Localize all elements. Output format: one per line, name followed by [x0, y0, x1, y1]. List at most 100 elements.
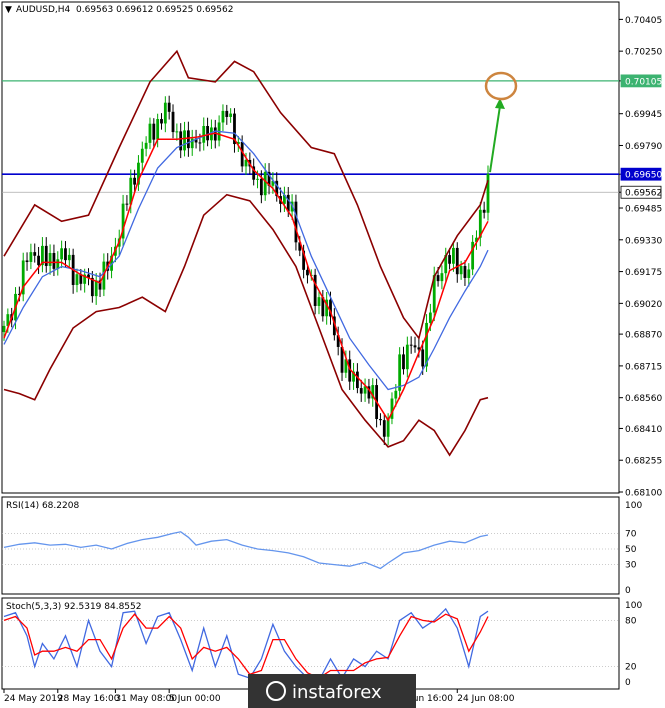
y-tick-label: 0.69485 [625, 205, 662, 215]
symbol-label: AUDUSD,H4 [16, 5, 71, 15]
candle [37, 246, 40, 274]
candle [190, 129, 194, 156]
candle [444, 247, 448, 282]
x-tick-label: 24 Jun 08:00 [457, 694, 514, 704]
rsi-plot [2, 531, 619, 570]
svg-text:instaforex: instaforex [292, 682, 382, 703]
candle [160, 113, 163, 130]
candle [471, 235, 475, 276]
candle [325, 292, 329, 325]
candle [267, 163, 271, 195]
candle [448, 248, 451, 270]
y-tick-label: 0.70405 [625, 16, 662, 26]
candle [259, 170, 263, 204]
candle [379, 413, 382, 426]
chart-dropdown-icon[interactable]: ▼ [5, 5, 12, 15]
candle [306, 264, 309, 284]
candle [463, 260, 467, 286]
candle [413, 336, 417, 353]
x-tick-label: 28 May 16:00 [58, 694, 120, 704]
forecast-arrowhead [495, 98, 505, 109]
candle [467, 263, 471, 287]
candle [140, 141, 144, 172]
candle [56, 251, 60, 276]
price-tag-support [620, 167, 662, 181]
rsi-tick-label: 50 [625, 545, 637, 555]
candle [486, 165, 490, 221]
stoch-signal-line [3, 613, 489, 679]
candle [137, 155, 140, 191]
candle [148, 117, 152, 150]
candle [21, 252, 25, 302]
candle [48, 244, 52, 275]
candle [398, 347, 402, 400]
price-tag-current [620, 185, 662, 199]
y-tick-label: 0.69175 [625, 268, 662, 278]
candle [64, 241, 67, 268]
rsi-tick-label: 100 [625, 501, 642, 511]
candle [382, 414, 386, 446]
candle [41, 237, 44, 273]
stoch-tick-label: 0 [625, 678, 631, 688]
candle [221, 104, 225, 132]
ma-fast-line [3, 132, 489, 422]
axes: 0.70405 0.70250 0.70105 0.69945 0.69790 0.696… [3, 16, 662, 704]
candle [352, 362, 355, 390]
y-tick-label: 0.68715 [625, 362, 662, 372]
candle [186, 121, 190, 157]
candle [252, 158, 256, 186]
candle [156, 113, 160, 148]
candle [405, 336, 409, 378]
candle [110, 247, 113, 279]
main-panel-frame [1, 1, 620, 494]
candle [402, 346, 405, 375]
candle [175, 123, 179, 141]
candle [152, 118, 156, 149]
candle [271, 172, 275, 194]
rsi-tick-label: 70 [625, 529, 637, 539]
rsi-panel-frame [1, 496, 620, 595]
y-tick-label: 0.68255 [625, 457, 662, 467]
candle [440, 265, 444, 290]
candle [90, 271, 94, 303]
candle [321, 290, 325, 322]
stoch-main-line [3, 607, 489, 682]
candle [363, 378, 367, 402]
target-circle [484, 71, 518, 101]
rsi-tick-label: 30 [625, 561, 637, 571]
y-tick-label: 0.69020 [625, 300, 662, 310]
candle [44, 237, 48, 273]
candle [313, 268, 317, 315]
candle [229, 108, 233, 123]
y-tick-label: 0.70250 [625, 48, 662, 58]
candle [163, 96, 167, 133]
candle [455, 242, 459, 283]
y-tick-label: 0.68560 [625, 394, 662, 404]
instaforex-watermark: instaforex [248, 674, 416, 708]
candle [336, 326, 340, 356]
candle [482, 201, 486, 219]
candle [478, 202, 482, 247]
y-tick-label: 0.69330 [625, 236, 662, 246]
stoch-tick-label: 20 [625, 663, 637, 673]
candle [83, 268, 87, 293]
forecast-arrow [489, 105, 501, 173]
candle [133, 169, 137, 193]
candle [213, 119, 217, 149]
candle [121, 194, 125, 246]
candle [79, 268, 83, 291]
price-tag-label: 0.69650 [625, 171, 662, 181]
price-tag-label: 0.69562 [625, 189, 662, 199]
x-tick-label: 5 Jun 00:00 [169, 694, 221, 704]
y-tick-label: 0.69945 [625, 110, 662, 120]
candle [371, 378, 375, 407]
stoch-plot [2, 607, 619, 682]
candle [317, 290, 321, 315]
stoch-header: Stoch(5,3,3) 92.5319 84.8552 [6, 602, 141, 612]
candle [87, 268, 90, 286]
y-tick-label: 0.68100 [625, 489, 662, 499]
candle [302, 244, 306, 279]
x-tick-label: 31 May 08:00 [115, 694, 177, 704]
candle [225, 104, 229, 125]
